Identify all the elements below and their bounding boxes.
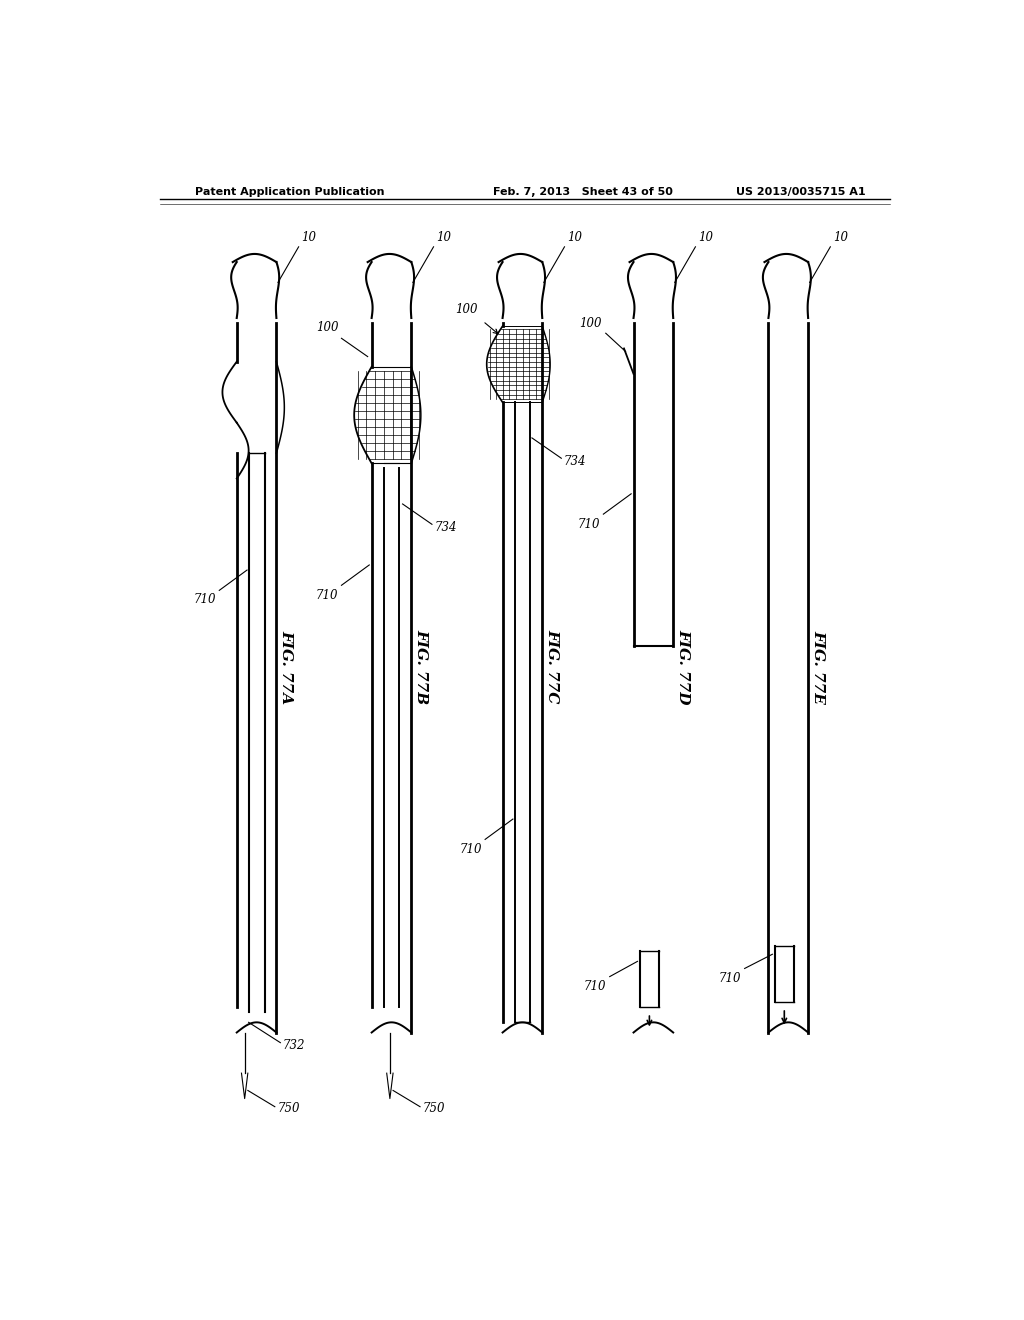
Text: 710: 710 — [719, 972, 741, 985]
Text: Patent Application Publication: Patent Application Publication — [196, 187, 385, 197]
Text: FIG. 77E: FIG. 77E — [811, 630, 825, 704]
Text: 100: 100 — [315, 321, 338, 334]
Text: 750: 750 — [278, 1102, 300, 1115]
Text: US 2013/0035715 A1: US 2013/0035715 A1 — [736, 187, 866, 197]
Text: 732: 732 — [283, 1039, 305, 1052]
Text: FIG. 77C: FIG. 77C — [546, 630, 559, 704]
Text: 100: 100 — [580, 317, 602, 330]
Text: 10: 10 — [833, 231, 848, 244]
Text: 710: 710 — [315, 589, 338, 602]
Text: 750: 750 — [423, 1102, 444, 1115]
Text: 100: 100 — [455, 304, 477, 315]
Text: 710: 710 — [460, 843, 482, 857]
Text: 734: 734 — [434, 521, 457, 533]
Text: 734: 734 — [563, 455, 586, 467]
Text: 710: 710 — [578, 519, 600, 531]
Text: FIG. 77B: FIG. 77B — [415, 630, 429, 704]
Text: 10: 10 — [436, 231, 451, 244]
Text: 10: 10 — [301, 231, 316, 244]
Text: FIG. 77D: FIG. 77D — [677, 628, 690, 705]
Text: Feb. 7, 2013   Sheet 43 of 50: Feb. 7, 2013 Sheet 43 of 50 — [494, 187, 673, 197]
Text: 10: 10 — [567, 231, 582, 244]
Text: 10: 10 — [697, 231, 713, 244]
Text: 710: 710 — [584, 979, 606, 993]
Text: 710: 710 — [194, 594, 216, 606]
Text: FIG. 77A: FIG. 77A — [280, 630, 294, 704]
